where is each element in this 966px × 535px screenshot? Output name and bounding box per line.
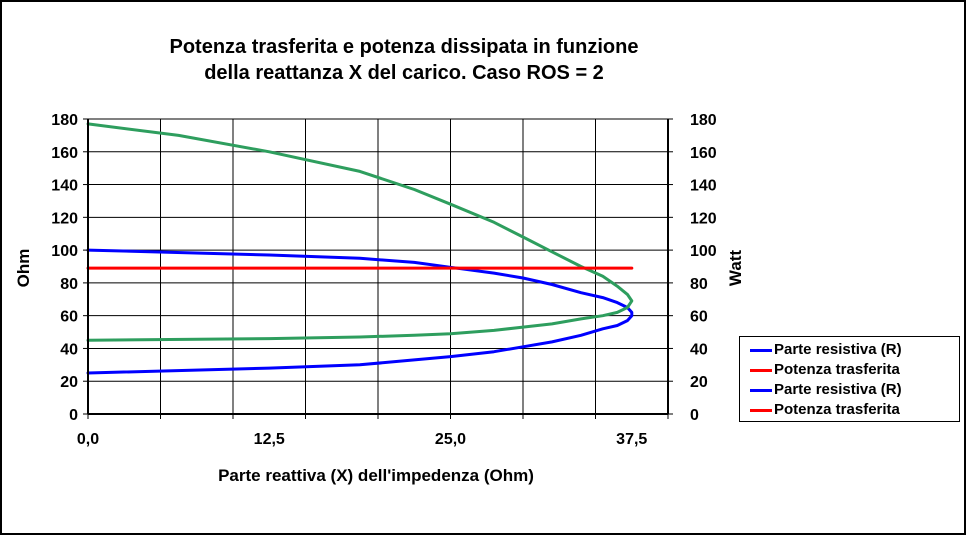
- x-axis-title: Parte reattiva (X) dell'impedenza (Ohm): [218, 466, 534, 485]
- legend-label: Parte resistiva (R): [774, 341, 902, 358]
- y-tick-label-right: 20: [690, 374, 708, 391]
- x-tick-label: 25,0: [435, 431, 466, 448]
- y-tick-label-right: 0: [690, 407, 699, 424]
- series-layer: [86, 122, 634, 375]
- y-tick-label-left: 140: [51, 178, 78, 195]
- y-tick-label-left: 40: [60, 341, 78, 358]
- y-tick-label-right: 160: [690, 145, 717, 162]
- y-tick-label-left: 20: [60, 374, 78, 391]
- y-tick-label-right: 120: [690, 210, 717, 227]
- y-axis-title-right: Watt: [726, 250, 745, 287]
- legend-item: Parte resistiva (R): [740, 381, 959, 399]
- y-tick-label-right: 180: [690, 112, 717, 129]
- legend: Parte resistiva (R) Potenza trasferita P…: [739, 336, 960, 422]
- legend-item: Potenza trasferita: [740, 401, 959, 419]
- grid-lines: [88, 119, 668, 414]
- y-tick-label-left: 120: [51, 210, 78, 227]
- y-tick-label-left: 80: [60, 276, 78, 293]
- y-tick-label-left: 60: [60, 309, 78, 326]
- y-tick-label-left: 100: [51, 243, 78, 260]
- legend-swatch: [750, 409, 772, 412]
- y-tick-label-right: 40: [690, 341, 708, 358]
- x-tick-labels: 0,0 12,5 25,0 37,5: [77, 431, 648, 448]
- legend-label: Potenza trasferita: [774, 401, 900, 418]
- y-tick-label-left: 160: [51, 145, 78, 162]
- x-tick-label: 12,5: [254, 431, 285, 448]
- y-tick-label-right: 80: [690, 276, 708, 293]
- y-tick-label-right: 60: [690, 309, 708, 326]
- legend-item: Parte resistiva (R): [740, 341, 959, 359]
- y-axis-title-left: Ohm: [14, 249, 33, 288]
- x-tick-label: 0,0: [77, 431, 99, 448]
- series-line-1: [86, 122, 634, 342]
- y-tick-label-right: 140: [690, 178, 717, 195]
- x-tick-label: 37,5: [616, 431, 647, 448]
- y-tick-labels-right: 0 20 40 60 80 100 120 140 160 180: [690, 112, 717, 424]
- y-tick-labels-left: 0 20 40 60 80 100 120 140 160 180: [51, 112, 78, 424]
- legend-label: Potenza trasferita: [774, 361, 900, 378]
- legend-swatch: [750, 369, 772, 372]
- legend-swatch: [750, 349, 772, 352]
- y-tick-label-right: 100: [690, 243, 717, 260]
- legend-item: Potenza trasferita: [740, 361, 959, 379]
- axes: [83, 118, 673, 419]
- y-tick-label-left: 0: [69, 407, 78, 424]
- legend-swatch: [750, 389, 772, 392]
- chart-title-line-2: della reattanza X del carico. Caso ROS =…: [204, 62, 604, 84]
- y-tick-label-left: 180: [51, 112, 78, 129]
- legend-label: Parte resistiva (R): [774, 381, 902, 398]
- chart-title-line-1: Potenza trasferita e potenza dissipata i…: [170, 36, 639, 58]
